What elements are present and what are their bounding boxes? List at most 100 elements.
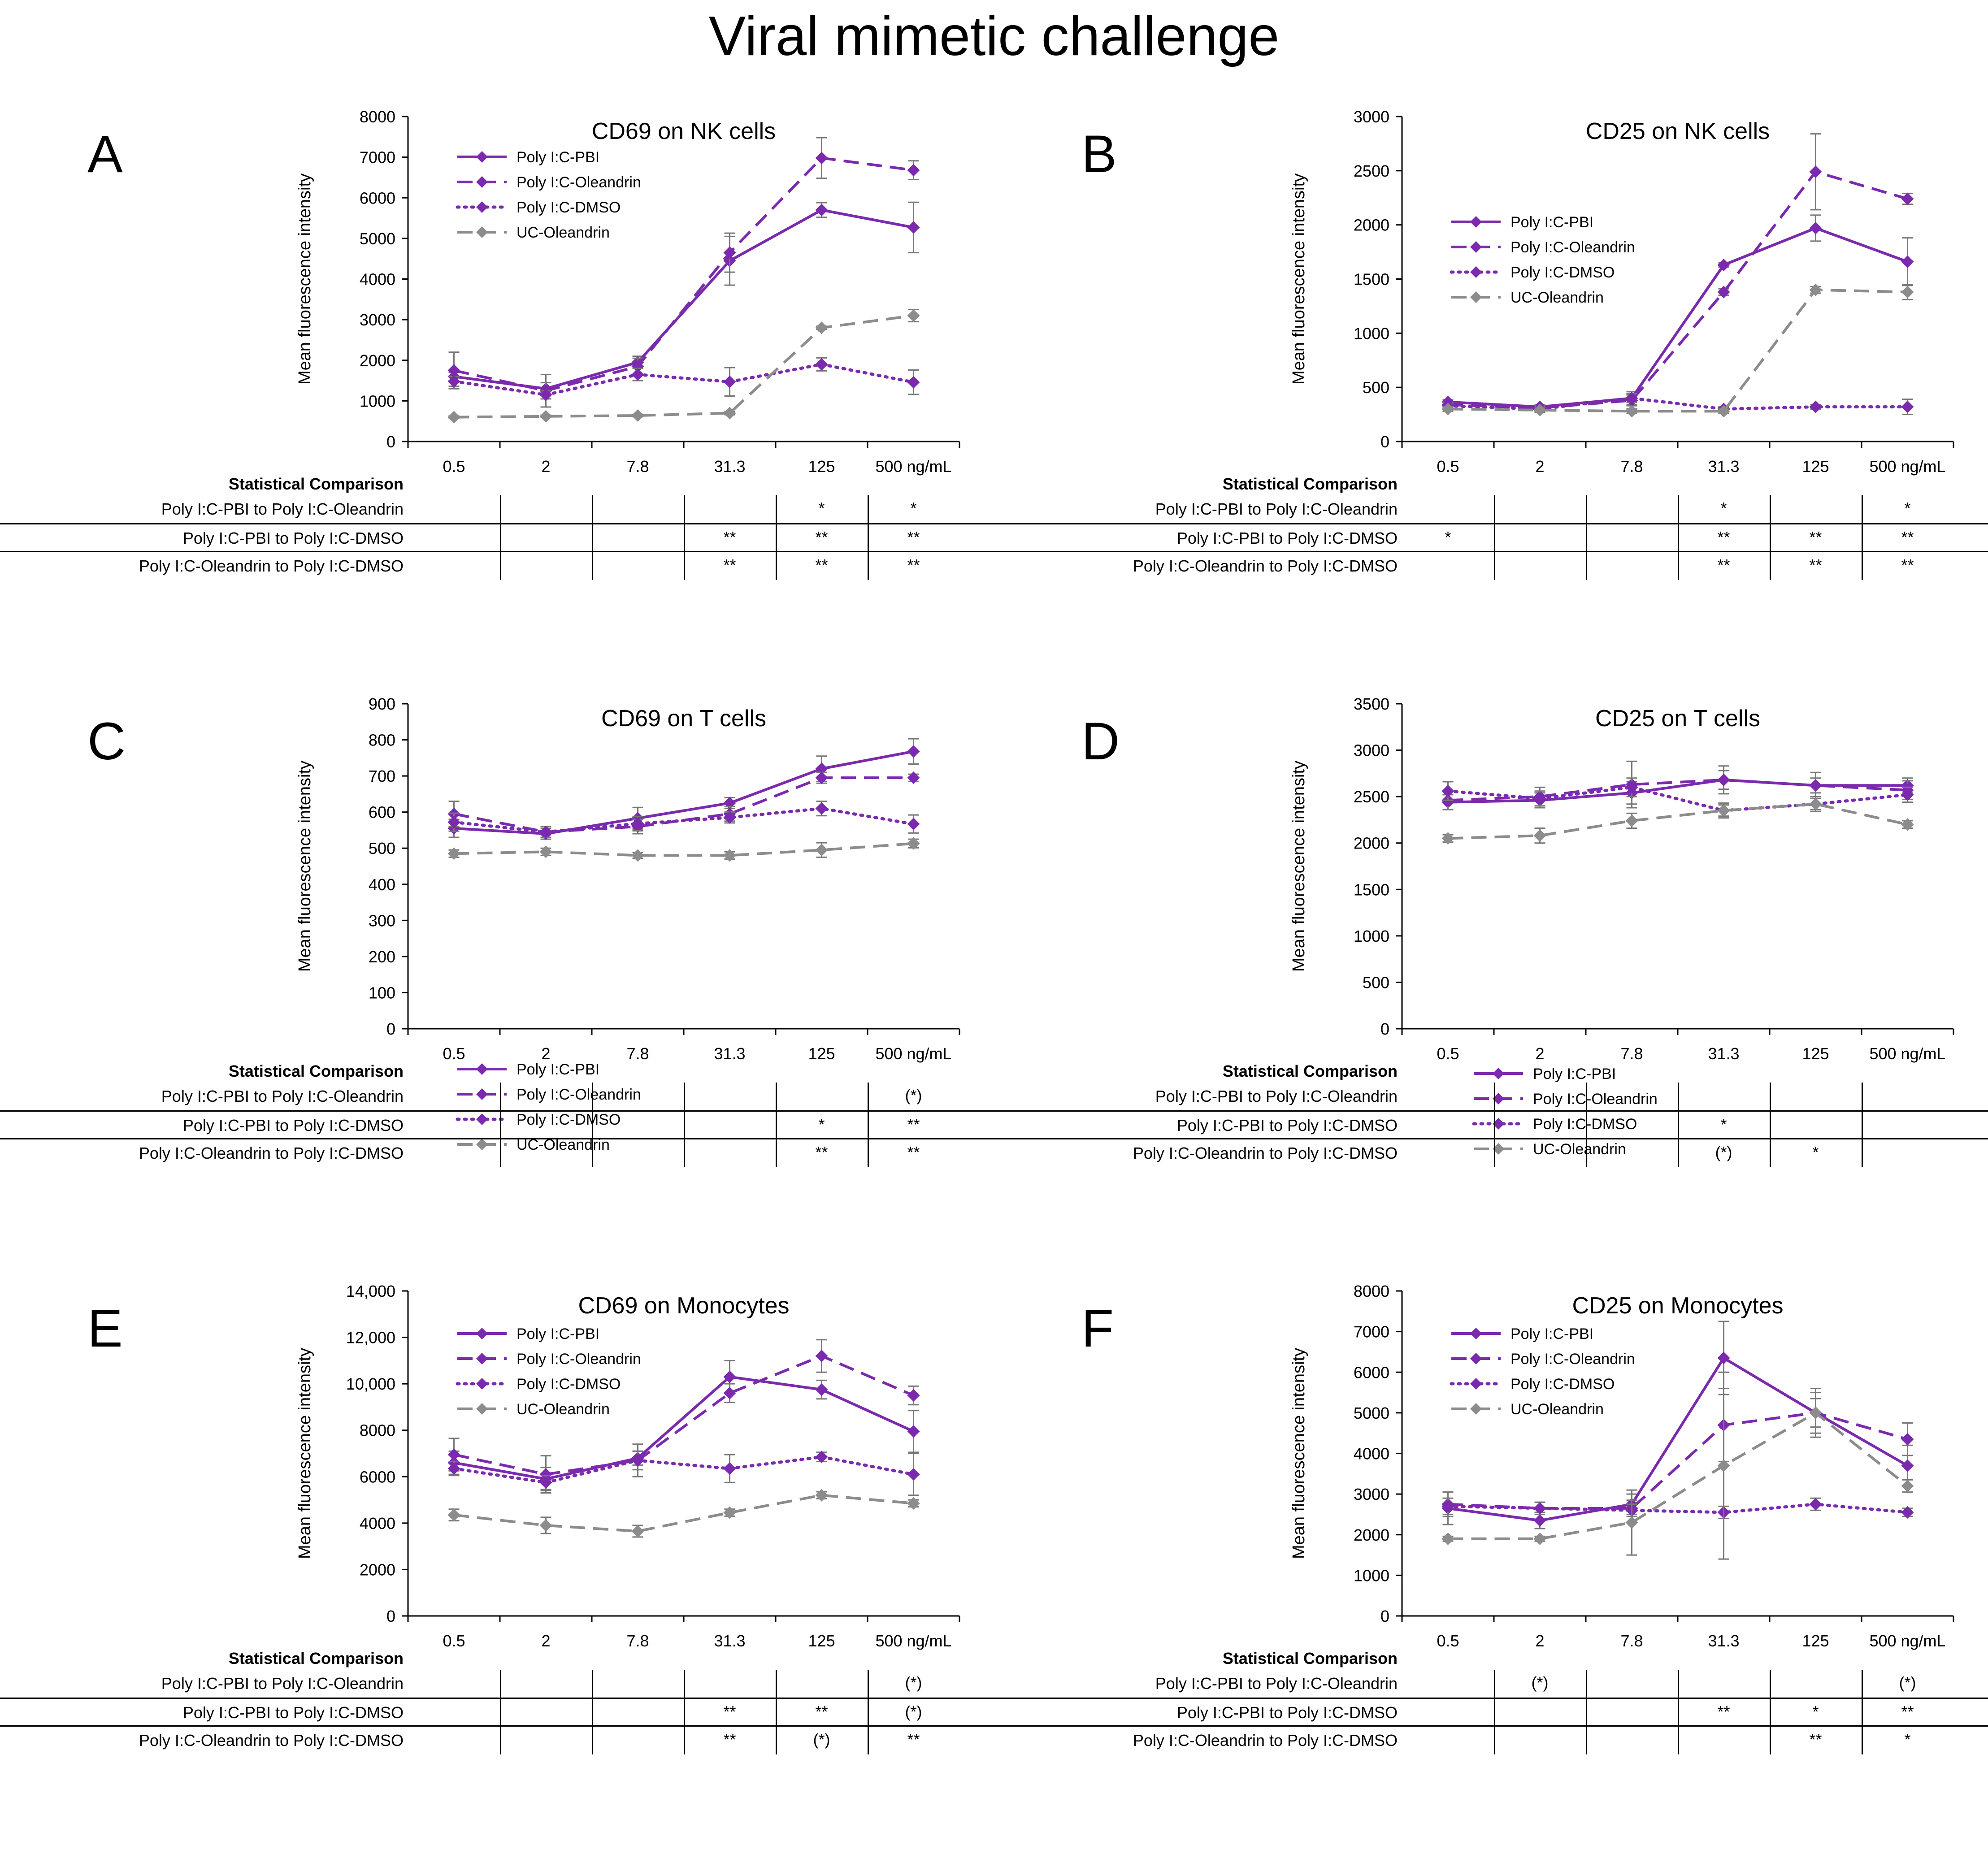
stats-cell-divider bbox=[592, 1670, 593, 1698]
stats-row: Poly I:C-PBI to Poly I:C-Oleandrin * * bbox=[994, 495, 1988, 523]
data-point bbox=[447, 1508, 460, 1521]
stats-cell-divider bbox=[1494, 495, 1495, 523]
stats-row-label: Poly I:C-Oleandrin to Poly I:C-DMSO bbox=[1133, 1144, 1398, 1162]
data-point bbox=[1809, 283, 1822, 296]
stats-row-label: Poly I:C-PBI to Poly I:C-Oleandrin bbox=[1155, 1087, 1398, 1105]
y-tick-label: 6000 bbox=[360, 1468, 395, 1486]
stats-cell-divider bbox=[1678, 1699, 1679, 1727]
stats-significance-mark: ** bbox=[1717, 1702, 1730, 1721]
legend-label: Poly I:C-PBI bbox=[1511, 1325, 1593, 1343]
legend-label: Poly I:C-Oleandrin bbox=[517, 1351, 641, 1368]
y-tick-label: 0 bbox=[386, 433, 395, 451]
series-line bbox=[454, 842, 914, 857]
stats-row: Poly I:C-PBI to Poly I:C-DMSO ** ** (*) bbox=[0, 1698, 994, 1727]
series-poly-i-c-pbi bbox=[447, 738, 920, 840]
legend-label: Poly I:C-Oleandrin bbox=[1533, 1091, 1658, 1108]
stats-cell-divider bbox=[1678, 1139, 1679, 1167]
series-line bbox=[454, 314, 914, 419]
x-tick-label: 0.5 bbox=[1437, 457, 1459, 476]
data-point bbox=[1901, 400, 1914, 413]
x-tick-label: 31.3 bbox=[714, 1632, 745, 1650]
y-tick-label: 1000 bbox=[1354, 1566, 1389, 1585]
stats-cell-divider bbox=[1770, 524, 1771, 552]
stats-cell-divider bbox=[868, 495, 869, 523]
stats-significance-mark: ** bbox=[1717, 556, 1730, 574]
stats-cell-divider bbox=[500, 1699, 501, 1727]
y-tick-label: 14,000 bbox=[346, 1282, 395, 1300]
legend-label: Poly I:C-Oleandrin bbox=[517, 174, 641, 191]
x-tick-label: 500 ng/mL bbox=[875, 1044, 951, 1063]
data-point bbox=[723, 1506, 736, 1519]
stats-significance-mark: ** bbox=[1717, 528, 1730, 546]
stats-significance-mark: ** bbox=[907, 1730, 920, 1749]
stats-significance-mark: (*) bbox=[1899, 1673, 1916, 1692]
stats-cell-divider bbox=[1586, 1139, 1587, 1167]
stats-significance-mark: ** bbox=[815, 1143, 828, 1161]
stats-cell-divider bbox=[1678, 1112, 1679, 1139]
stats-significance-mark: * bbox=[818, 499, 825, 517]
data-point bbox=[447, 364, 460, 377]
stats-cell-divider bbox=[684, 1727, 685, 1754]
x-tick-label: 31.3 bbox=[1708, 1044, 1739, 1063]
stats-row: Poly I:C-PBI to Poly I:C-Oleandrin (*) bbox=[0, 1670, 994, 1698]
stats-row: Poly I:C-PBI to Poly I:C-DMSO * ** ** ** bbox=[994, 523, 1988, 552]
y-tick-label: 0 bbox=[386, 1607, 395, 1625]
y-tick-label: 0 bbox=[386, 1020, 395, 1038]
data-point bbox=[1901, 255, 1914, 268]
legend-marker bbox=[476, 1063, 488, 1075]
stats-cell-divider bbox=[1494, 1139, 1495, 1167]
data-point bbox=[815, 321, 828, 334]
data-point bbox=[907, 164, 920, 177]
stats-cell-divider bbox=[684, 524, 685, 552]
stats-row-label: Poly I:C-PBI to Poly I:C-DMSO bbox=[182, 1116, 404, 1135]
data-point bbox=[1441, 1532, 1454, 1545]
x-tick-label: 0.5 bbox=[443, 1044, 465, 1063]
data-point bbox=[1533, 792, 1546, 805]
data-point bbox=[1533, 1532, 1546, 1545]
series-poly-i-c-dmso bbox=[447, 801, 920, 838]
y-tick-label: 8000 bbox=[360, 1421, 395, 1440]
data-point bbox=[815, 1350, 828, 1362]
data-point bbox=[631, 849, 644, 862]
series-uc-oleandrin bbox=[447, 1489, 920, 1538]
stats-significance-mark: * bbox=[1812, 1143, 1819, 1161]
data-point bbox=[723, 375, 736, 388]
data-point bbox=[907, 221, 920, 234]
series-poly-i-c-dmso bbox=[447, 1450, 920, 1496]
y-tick-label: 2500 bbox=[1354, 162, 1389, 180]
stats-cell-divider bbox=[500, 1727, 501, 1754]
stats-significance-mark: ** bbox=[1809, 556, 1822, 574]
panel-letter: F bbox=[1081, 1299, 1114, 1358]
x-tick-label: 0.5 bbox=[1437, 1632, 1459, 1650]
series-line bbox=[1448, 1411, 1908, 1510]
stats-heading: Statistical Comparison bbox=[1222, 1062, 1398, 1080]
data-point bbox=[539, 1468, 552, 1481]
x-tick-label: 500 ng/mL bbox=[1869, 1632, 1945, 1650]
legend-marker bbox=[476, 151, 488, 163]
data-point bbox=[907, 837, 920, 850]
stats-significance-mark: ** bbox=[723, 528, 736, 546]
data-point bbox=[1533, 1514, 1546, 1527]
legend-marker bbox=[1493, 1143, 1504, 1155]
stats-cell-divider bbox=[1678, 1083, 1679, 1110]
data-point bbox=[723, 811, 736, 824]
data-point bbox=[1625, 781, 1638, 794]
data-point bbox=[1717, 1459, 1730, 1472]
legend-label: Poly I:C-PBI bbox=[1533, 1065, 1616, 1083]
legend-marker bbox=[476, 1328, 488, 1339]
data-point bbox=[631, 1525, 644, 1538]
y-tick-label: 1500 bbox=[1354, 880, 1389, 899]
x-tick-label: 31.3 bbox=[1708, 1632, 1739, 1650]
stats-heading: Statistical Comparison bbox=[228, 475, 404, 493]
series-line bbox=[1448, 778, 1908, 802]
stats-significance-mark: * bbox=[1904, 1730, 1911, 1749]
y-axis-label: Mean fluorescence intensity bbox=[1289, 1348, 1308, 1559]
panel-a: A CD69 on NK cells Mean fluorescence inten… bbox=[0, 101, 994, 684]
data-point bbox=[1809, 779, 1822, 792]
stats-row-label: Poly I:C-Oleandrin to Poly I:C-DMSO bbox=[139, 557, 404, 575]
x-tick-label: 500 ng/mL bbox=[1869, 1044, 1945, 1063]
stats-cell-divider bbox=[1862, 1139, 1863, 1167]
data-point bbox=[815, 152, 828, 165]
stats-row-label: Poly I:C-PBI to Poly I:C-DMSO bbox=[1176, 1703, 1398, 1722]
series-line bbox=[453, 156, 914, 392]
